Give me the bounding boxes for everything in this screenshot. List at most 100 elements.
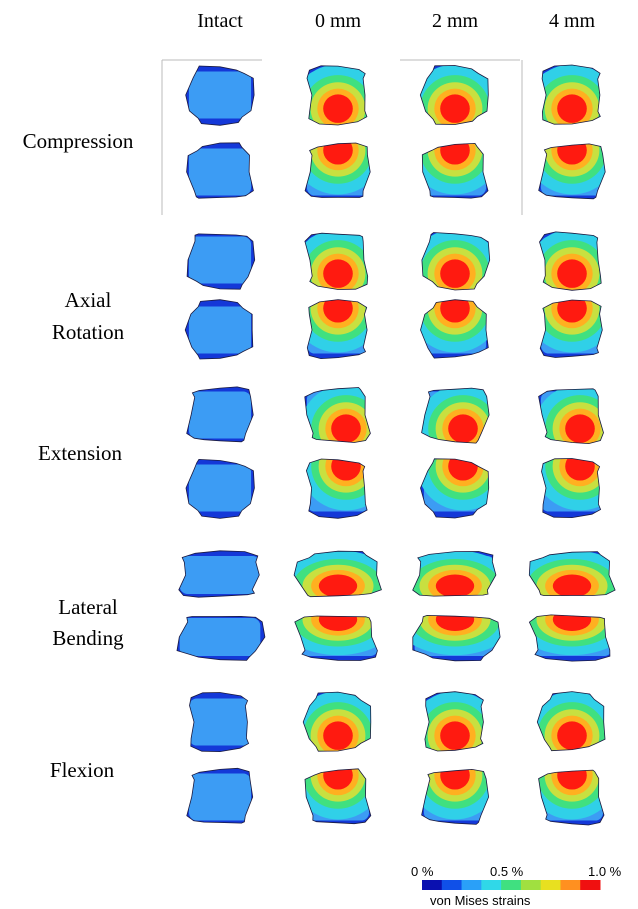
vertebra-outline — [538, 143, 606, 200]
vertebra-outline — [184, 299, 254, 360]
vertebra-contour — [538, 143, 606, 199]
vertebra-outline — [424, 691, 484, 752]
vertebra-contour — [177, 616, 265, 661]
vertebra-contour — [307, 65, 367, 125]
row-label: Bending — [52, 626, 124, 650]
vertebra-contour — [305, 768, 371, 824]
contour-grid — [176, 64, 616, 826]
colorbar-swatch — [461, 880, 482, 890]
colorbar-label: 0 % — [411, 864, 434, 879]
vertebra-outline — [305, 458, 368, 519]
vertebra-contour — [420, 458, 489, 518]
vertebra-contour — [412, 615, 501, 661]
vertebra-outline — [420, 458, 490, 519]
vertebra-outline — [304, 142, 371, 198]
colorbar-swatch — [422, 880, 443, 890]
vertebra-contour — [294, 616, 378, 661]
row-label: Extension — [38, 441, 122, 465]
vertebra-outline — [294, 615, 378, 661]
vertebra-outline — [541, 64, 601, 125]
colorbar — [422, 880, 601, 890]
vertebra-contour — [421, 232, 490, 290]
vertebra-outline — [421, 232, 491, 291]
row-label: Rotation — [52, 320, 125, 344]
vertebra-outline — [176, 615, 266, 661]
colorbar-swatch — [560, 880, 581, 890]
row-label: Lateral — [58, 595, 118, 619]
colorbar-swatch — [441, 880, 463, 890]
row-label: Compression — [23, 129, 134, 153]
vertebra-outline — [304, 387, 371, 443]
vertebra-contour — [539, 231, 602, 291]
vertebra-outline — [421, 387, 490, 444]
colorbar-swatch — [481, 880, 502, 890]
colorbar-title: von Mises strains — [430, 893, 531, 908]
vertebra-outline — [186, 233, 256, 290]
vertebra-outline — [302, 691, 372, 752]
colorbar-label: 0.5 % — [490, 864, 524, 879]
vertebra-contour — [189, 692, 249, 752]
vertebra-outline — [421, 142, 489, 199]
vertebra-contour — [424, 691, 484, 751]
vertebra-contour — [186, 142, 254, 199]
column-header: Intact — [197, 10, 243, 32]
column-header: 2 mm — [432, 10, 479, 32]
vertebra-outline — [412, 614, 501, 662]
vertebra-outline — [421, 768, 490, 825]
vertebra-outline — [528, 614, 611, 662]
vertebra-contour — [186, 768, 253, 824]
vertebra-contour — [421, 388, 490, 444]
vertebra-outline — [536, 691, 606, 752]
vertebra-contour — [420, 65, 489, 125]
vertebra-outline — [304, 768, 372, 825]
vertebra-contour — [305, 143, 371, 198]
column-header: 4 mm — [549, 10, 596, 32]
vertebra-contour — [541, 458, 601, 518]
vertebra-outline — [539, 231, 602, 291]
vertebra-contour — [542, 65, 601, 125]
colorbar-swatch — [580, 880, 601, 890]
vertebra-contour — [294, 551, 382, 597]
vertebra-contour — [537, 691, 605, 751]
vertebra-contour — [306, 459, 368, 519]
vertebra-contour — [178, 550, 260, 598]
row-label: Flexion — [50, 758, 115, 782]
vertebra-outline — [412, 551, 497, 597]
vertebra-outline — [293, 550, 382, 598]
vertebra-outline — [528, 551, 616, 597]
vertebra-outline — [185, 65, 255, 126]
vertebra-contour — [421, 769, 489, 825]
vertebra-outline — [306, 65, 368, 126]
colorbar-swatch — [520, 880, 542, 890]
vertebra-contour — [187, 233, 255, 290]
vertebra-contour — [420, 299, 489, 359]
vertebra-outline — [185, 458, 255, 519]
vertebra-outline — [306, 299, 368, 360]
vertebra-outline — [420, 299, 489, 359]
vertebra-contour — [540, 300, 603, 358]
vertebra-outline — [541, 458, 602, 519]
vertebra-contour — [186, 459, 255, 519]
column-header: 0 mm — [315, 10, 362, 32]
row-label: Axial — [65, 288, 112, 312]
vertebra-contour — [307, 299, 368, 359]
colorbar-swatch — [501, 880, 522, 890]
vertebra-contour — [304, 387, 371, 443]
vertebra-outline — [419, 65, 489, 125]
vertebra-outline — [186, 386, 254, 443]
vertebra-outline — [186, 767, 254, 824]
vertebra-contour — [529, 551, 616, 596]
vertebra-outline — [538, 769, 605, 826]
vertebra-outline — [178, 550, 260, 598]
colorbar-swatch — [540, 880, 561, 890]
vertebra-contour — [422, 143, 488, 199]
vertebra-outline — [186, 142, 254, 199]
vertebra-outline — [538, 388, 604, 445]
colorbar-label: 1.0 % — [588, 864, 622, 879]
vertebra-contour — [412, 551, 496, 597]
vertebra-contour — [529, 614, 610, 662]
vertebra-outline — [539, 299, 603, 358]
vertebra-outline — [189, 692, 250, 753]
vertebra-contour — [538, 770, 604, 825]
